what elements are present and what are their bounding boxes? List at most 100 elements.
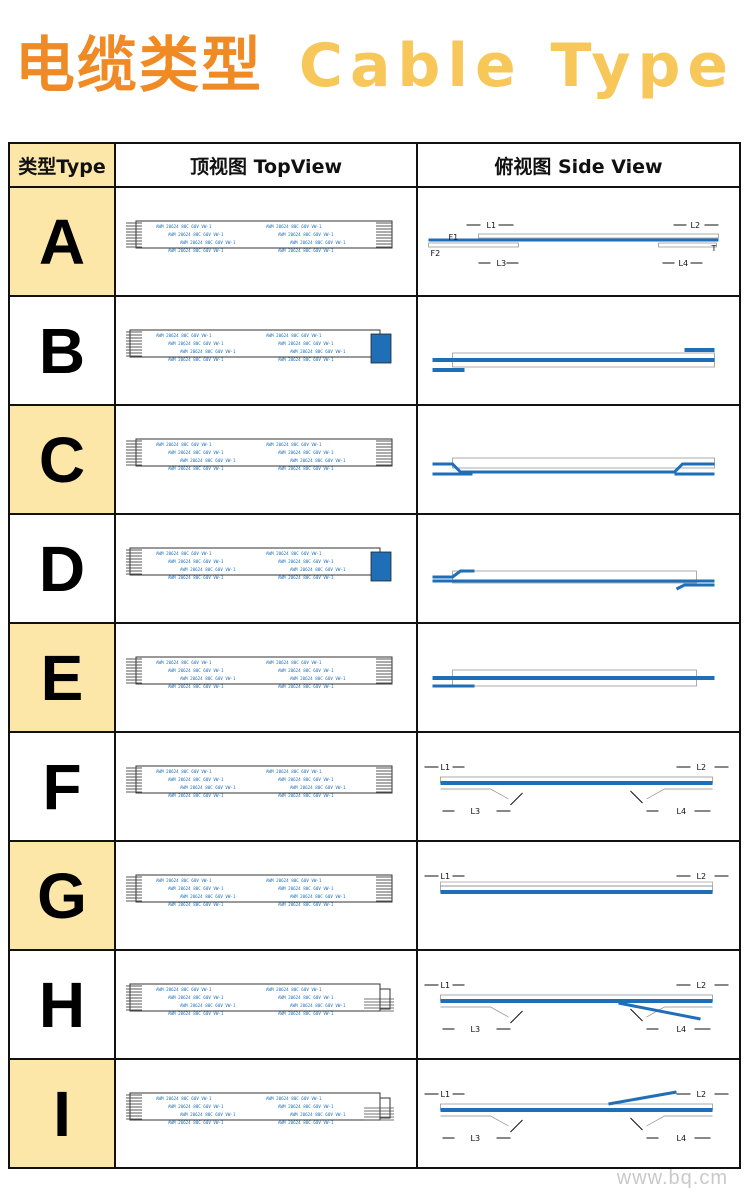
- table-row: C AWM 20624 80C 60V VW-1 AWM 20624 80C 60V…: [8, 404, 741, 515]
- topview-drawing: AWM 20624 80C 60V VW-1 AWM 20624 80C 60V …: [114, 949, 418, 1060]
- topview-drawing: AWM 20624 80C 60V VW-1 AWM 20624 80C 60V …: [114, 622, 418, 733]
- svg-text:AWM 20624 80C 60V VW-1: AWM 20624 80C 60V VW-1: [180, 567, 236, 572]
- svg-text:AWM 20624 80C 60V VW-1: AWM 20624 80C 60V VW-1: [290, 894, 346, 899]
- svg-text:AWM 20624 80C 60V VW-1: AWM 20624 80C 60V VW-1: [180, 1112, 236, 1117]
- svg-text:AWM 20624 80C 60V VW-1: AWM 20624 80C 60V VW-1: [266, 224, 322, 229]
- topview-drawing: AWM 20624 80C 60V VW-1 AWM 20624 80C 60V …: [114, 1058, 418, 1169]
- svg-text:AWM 20624 80C 60V VW-1: AWM 20624 80C 60V VW-1: [168, 684, 224, 689]
- table-row: E AWM 20624 80C 60V VW-1 AWM 20624 80C 60V…: [8, 622, 741, 733]
- type-letter: A: [8, 186, 116, 297]
- svg-text:AWM 20624 80C 60V VW-1: AWM 20624 80C 60V VW-1: [290, 785, 346, 790]
- table-row: B AWM 20624 80C 60V VW-1 AWM 20624 80C 60V…: [8, 295, 741, 406]
- svg-text:AWM 20624 80C 60V VW-1: AWM 20624 80C 60V VW-1: [156, 1096, 212, 1101]
- svg-text:AWM 20624 80C 60V VW-1: AWM 20624 80C 60V VW-1: [266, 660, 322, 665]
- topview-drawing: AWM 20624 80C 60V VW-1 AWM 20624 80C 60V …: [114, 404, 418, 515]
- sideview-drawing: L1 L2 L3 L4: [416, 1058, 741, 1169]
- svg-text:L2: L2: [697, 1090, 707, 1099]
- sideview-drawing: [416, 295, 741, 406]
- svg-text:AWM 20624 80C 60V VW-1: AWM 20624 80C 60V VW-1: [278, 886, 334, 891]
- type-letter: C: [8, 404, 116, 515]
- svg-text:AWM 20624 80C 60V VW-1: AWM 20624 80C 60V VW-1: [278, 1104, 334, 1109]
- table-row: H AWM 20624 80C 60V VW-1 AWM 20624 80C 60V…: [8, 949, 741, 1060]
- type-letter: G: [8, 840, 116, 951]
- topview-drawing: AWM 20624 80C 60V VW-1 AWM 20624 80C 60V …: [114, 186, 418, 297]
- svg-text:AWM 20624 80C 60V VW-1: AWM 20624 80C 60V VW-1: [156, 660, 212, 665]
- type-letter: I: [8, 1058, 116, 1169]
- svg-text:L3: L3: [497, 259, 507, 268]
- svg-text:AWM 20624 80C 60V VW-1: AWM 20624 80C 60V VW-1: [168, 575, 224, 580]
- sideview-drawing: [416, 513, 741, 624]
- svg-text:L2: L2: [697, 981, 707, 990]
- svg-text:AWM 20624 80C 60V VW-1: AWM 20624 80C 60V VW-1: [278, 1011, 334, 1016]
- svg-text:AWM 20624 80C 60V VW-1: AWM 20624 80C 60V VW-1: [278, 777, 334, 782]
- type-letter: D: [8, 513, 116, 624]
- svg-text:AWM 20624 80C 60V VW-1: AWM 20624 80C 60V VW-1: [168, 995, 224, 1000]
- sideview-drawing: L1 L2: [416, 840, 741, 951]
- type-letter: H: [8, 949, 116, 1060]
- page-title: 电缆类型 Cable Type: [0, 28, 750, 104]
- svg-text:AWM 20624 80C 60V VW-1: AWM 20624 80C 60V VW-1: [290, 567, 346, 572]
- cable-type-table: 类型Type 顶视图 TopView 俯视图 Side View A AWM 20…: [8, 142, 741, 1169]
- svg-text:AWM 20624 80C 60V VW-1: AWM 20624 80C 60V VW-1: [290, 676, 346, 681]
- svg-text:AWM 20624 80C 60V VW-1: AWM 20624 80C 60V VW-1: [290, 349, 346, 354]
- header-sideview: 俯视图 Side View: [416, 142, 741, 188]
- table-row: D AWM 20624 80C 60V VW-1 AWM 20624 80C 60V…: [8, 513, 741, 624]
- topview-drawing: AWM 20624 80C 60V VW-1 AWM 20624 80C 60V …: [114, 731, 418, 842]
- header-type: 类型Type: [8, 142, 116, 188]
- svg-text:AWM 20624 80C 60V VW-1: AWM 20624 80C 60V VW-1: [180, 1003, 236, 1008]
- type-letter: F: [8, 731, 116, 842]
- svg-text:AWM 20624 80C 60V VW-1: AWM 20624 80C 60V VW-1: [180, 894, 236, 899]
- svg-text:AWM 20624 80C 60V VW-1: AWM 20624 80C 60V VW-1: [168, 341, 224, 346]
- svg-text:AWM 20624 80C 60V VW-1: AWM 20624 80C 60V VW-1: [278, 450, 334, 455]
- svg-text:AWM 20624 80C 60V VW-1: AWM 20624 80C 60V VW-1: [266, 878, 322, 883]
- svg-text:AWM 20624 80C 60V VW-1: AWM 20624 80C 60V VW-1: [266, 769, 322, 774]
- topview-drawing: AWM 20624 80C 60V VW-1 AWM 20624 80C 60V …: [114, 840, 418, 951]
- svg-text:AWM 20624 80C 60V VW-1: AWM 20624 80C 60V VW-1: [290, 240, 346, 245]
- svg-text:AWM 20624 80C 60V VW-1: AWM 20624 80C 60V VW-1: [168, 793, 224, 798]
- svg-text:AWM 20624 80C 60V VW-1: AWM 20624 80C 60V VW-1: [168, 1011, 224, 1016]
- svg-text:AWM 20624 80C 60V VW-1: AWM 20624 80C 60V VW-1: [278, 357, 334, 362]
- svg-text:AWM 20624 80C 60V VW-1: AWM 20624 80C 60V VW-1: [266, 987, 322, 992]
- svg-text:AWM 20624 80C 60V VW-1: AWM 20624 80C 60V VW-1: [266, 1096, 322, 1101]
- svg-text:AWM 20624 80C 60V VW-1: AWM 20624 80C 60V VW-1: [180, 785, 236, 790]
- svg-text:AWM 20624 80C 60V VW-1: AWM 20624 80C 60V VW-1: [278, 668, 334, 673]
- sideview-drawing: L1 L2 L3 L4: [416, 731, 741, 842]
- svg-text:L1: L1: [441, 872, 451, 881]
- svg-text:AWM 20624 80C 60V VW-1: AWM 20624 80C 60V VW-1: [168, 886, 224, 891]
- svg-text:AWM 20624 80C 60V VW-1: AWM 20624 80C 60V VW-1: [168, 357, 224, 362]
- svg-text:F1: F1: [449, 233, 459, 242]
- svg-text:AWM 20624 80C 60V VW-1: AWM 20624 80C 60V VW-1: [278, 995, 334, 1000]
- svg-text:AWM 20624 80C 60V VW-1: AWM 20624 80C 60V VW-1: [278, 559, 334, 564]
- svg-text:AWM 20624 80C 60V VW-1: AWM 20624 80C 60V VW-1: [168, 466, 224, 471]
- watermark: www.bq.cm: [616, 1167, 728, 1189]
- svg-text:AWM 20624 80C 60V VW-1: AWM 20624 80C 60V VW-1: [278, 793, 334, 798]
- svg-text:L4: L4: [677, 807, 687, 816]
- table-row: I AWM 20624 80C 60V VW-1 AWM 20624 80C 60V…: [8, 1058, 741, 1169]
- svg-text:AWM 20624 80C 60V VW-1: AWM 20624 80C 60V VW-1: [278, 575, 334, 580]
- svg-text:L4: L4: [677, 1134, 687, 1143]
- svg-text:L1: L1: [487, 221, 497, 230]
- svg-text:AWM 20624 80C 60V VW-1: AWM 20624 80C 60V VW-1: [168, 559, 224, 564]
- table-row: F AWM 20624 80C 60V VW-1 AWM 20624 80C 60V…: [8, 731, 741, 842]
- header-topview: 顶视图 TopView: [114, 142, 418, 188]
- svg-text:AWM 20624 80C 60V VW-1: AWM 20624 80C 60V VW-1: [278, 902, 334, 907]
- svg-text:AWM 20624 80C 60V VW-1: AWM 20624 80C 60V VW-1: [168, 668, 224, 673]
- svg-text:L3: L3: [471, 1025, 481, 1034]
- svg-text:AWM 20624 80C 60V VW-1: AWM 20624 80C 60V VW-1: [156, 224, 212, 229]
- svg-text:L1: L1: [441, 981, 451, 990]
- svg-text:F2: F2: [431, 249, 441, 258]
- svg-text:L1: L1: [441, 1090, 451, 1099]
- header-row: 类型Type 顶视图 TopView 俯视图 Side View: [8, 142, 741, 188]
- sideview-drawing: L1 L2 T F1 F2 L3 L4: [416, 186, 741, 297]
- svg-text:AWM 20624 80C 60V VW-1: AWM 20624 80C 60V VW-1: [266, 333, 322, 338]
- svg-text:AWM 20624 80C 60V VW-1: AWM 20624 80C 60V VW-1: [180, 349, 236, 354]
- title-en: Cable Type: [298, 31, 736, 101]
- svg-text:L4: L4: [679, 259, 689, 268]
- type-letter: B: [8, 295, 116, 406]
- type-letter: E: [8, 622, 116, 733]
- table-row: A AWM 20624 80C 60V VW-1 AWM 20624 80C 60V…: [8, 186, 741, 297]
- title-zh: 电缆类型: [14, 31, 263, 101]
- svg-text:L2: L2: [697, 872, 707, 881]
- svg-text:AWM 20624 80C 60V VW-1: AWM 20624 80C 60V VW-1: [156, 551, 212, 556]
- svg-text:AWM 20624 80C 60V VW-1: AWM 20624 80C 60V VW-1: [156, 333, 212, 338]
